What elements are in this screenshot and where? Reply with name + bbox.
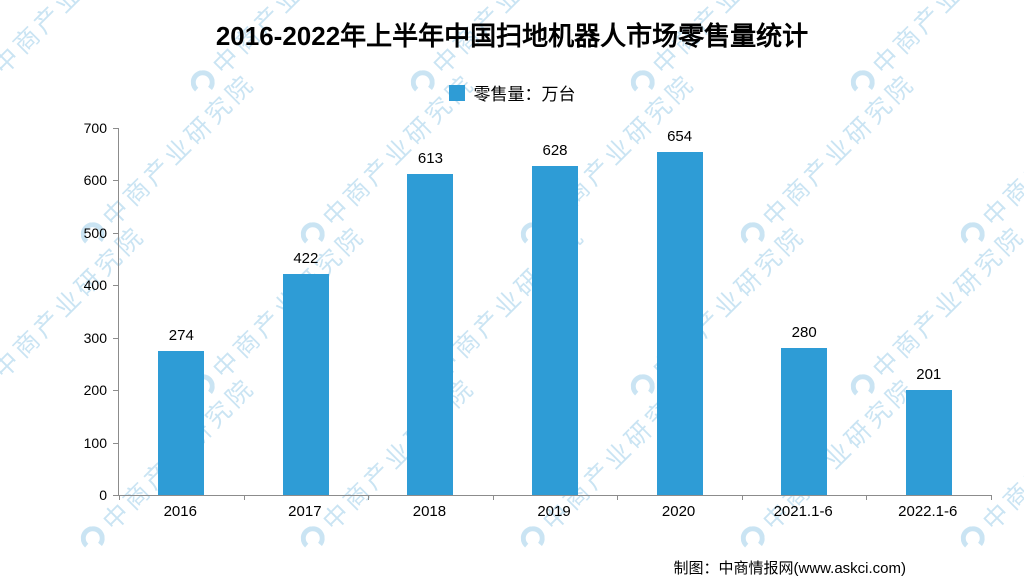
bar-value-label: 613	[417, 149, 443, 167]
x-axis-tick-mark	[741, 495, 743, 500]
bar-slot: 422	[244, 128, 369, 495]
bar-slot: 654	[617, 128, 742, 495]
bar-slot: 201	[866, 128, 991, 495]
y-axis-tick-label: 300	[83, 329, 107, 346]
x-axis-tick-mark	[991, 495, 992, 500]
x-axis-labels: 2016 2017 2018 2019 2020 2021.1-6 2022.1-6	[118, 503, 990, 520]
y-axis-tick-mark	[113, 285, 119, 287]
x-axis-category-label: 2019	[537, 503, 571, 520]
legend-label: 零售量：万台	[473, 85, 576, 104]
bar-value-label: 422	[293, 249, 319, 267]
plot-area: 274 422 613 628 654 280 201 0 100 200 300 400 500 60…	[84, 120, 992, 503]
watermark-logo-icon	[79, 525, 106, 552]
bar	[532, 165, 579, 495]
bar	[656, 152, 703, 495]
y-axis-tick-mark	[113, 390, 119, 392]
x-axis-tick-mark	[368, 495, 370, 500]
x-axis-tick-mark	[243, 495, 245, 500]
watermark-logo-icon	[519, 525, 546, 552]
x-axis-tick-mark	[119, 495, 120, 500]
bar	[282, 273, 329, 495]
y-axis-tick-label: 500	[83, 224, 107, 241]
y-axis-tick-label: 600	[83, 172, 107, 189]
bar-slot: 280	[742, 128, 867, 495]
x-axis-category-label: 2016	[163, 503, 197, 520]
bar-slot: 628	[493, 128, 618, 495]
x-axis-tick-mark	[866, 495, 868, 500]
y-axis-tick-label: 100	[83, 434, 107, 451]
x-axis-category-label: 2017	[288, 503, 322, 520]
y-axis-tick-mark	[113, 232, 119, 234]
bar-slot: 274	[119, 128, 244, 495]
x-axis-category-label: 2021.1-6	[773, 503, 833, 520]
watermark-logo-icon	[739, 525, 766, 552]
bar	[905, 389, 952, 495]
x-axis-category-label: 2020	[661, 503, 696, 520]
y-axis-tick-mark	[113, 337, 119, 339]
y-axis-tick-label: 0	[99, 487, 107, 503]
y-axis-tick-mark	[113, 495, 119, 496]
watermark-logo-icon	[299, 525, 326, 552]
x-axis-tick-mark	[492, 495, 494, 500]
x-axis-category-label: 2022.1-6	[898, 503, 958, 520]
bar	[781, 348, 828, 495]
y-axis-tick-label: 400	[83, 277, 107, 294]
bar-value-label: 274	[168, 327, 194, 345]
chart-title: 2016-2022年上半年中国扫地机器人市场零售量统计	[215, 21, 809, 51]
bars-container: 274 422 613 628 654 280 201	[119, 128, 991, 495]
source-credit: 制图：中商情报网(www.askci.com)	[673, 560, 906, 577]
legend-swatch-icon	[448, 84, 465, 101]
y-axis-tick-label: 200	[83, 382, 107, 399]
bar	[407, 173, 454, 495]
x-axis-tick-mark	[617, 495, 619, 500]
y-axis-tick-mark	[113, 128, 119, 129]
bar-value-label: 628	[542, 141, 568, 159]
bar-slot: 613	[368, 128, 493, 495]
bar-value-label: 201	[916, 365, 942, 383]
x-axis-category-label: 2018	[412, 503, 447, 520]
bar-value-label: 280	[791, 324, 817, 342]
watermark-logo-icon	[959, 525, 986, 552]
legend: 零售量：万台	[0, 80, 1024, 105]
y-axis-tick-mark	[113, 442, 119, 444]
y-axis-tick-mark	[113, 180, 119, 182]
bar	[158, 351, 205, 495]
y-axis-tick-label: 700	[83, 120, 107, 136]
bar-value-label: 654	[667, 128, 693, 146]
